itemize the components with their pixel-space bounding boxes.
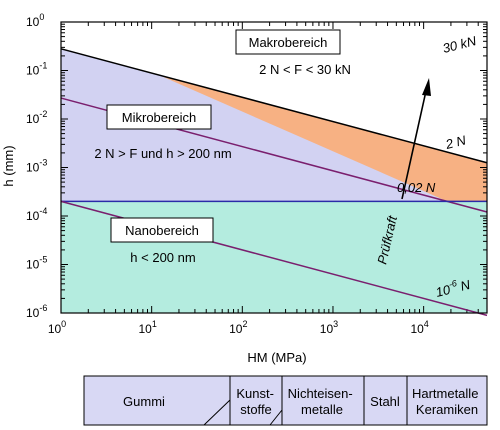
x-tick-label-base: 10 <box>48 322 62 336</box>
x-tick-label: 103 <box>320 319 338 336</box>
x-tick-label-exp: 3 <box>333 319 338 329</box>
material-hartmetalle-line1: Hartmetalle <box>412 386 478 401</box>
region-makro-name: Makrobereich <box>249 35 328 50</box>
material-kunststoffe: Kunst- stoffe <box>236 386 277 417</box>
x-tick-label-exp: 4 <box>424 319 429 329</box>
y-tick-label-base: 10 <box>26 64 40 78</box>
region-nano-condition: h < 200 nm <box>130 250 195 265</box>
material-hartmetalle-keramiken: Hartmetalle Keramiken <box>412 386 482 417</box>
pruefkraft-arrow <box>401 90 427 200</box>
y-tick-label: 10-5 <box>26 255 47 272</box>
material-kunststoffe-line2: stoffe <box>240 402 272 417</box>
region-mikro: Mikrobereich 2 N > F und h > 200 nm <box>94 104 232 161</box>
region-mikro-condition: 2 N > F und h > 200 nm <box>94 146 231 161</box>
materials-bar: Gummi Kunst- stoffe Nichteisen- metalle … <box>83 375 488 426</box>
region-makro-condition: 2 N < F < 30 kN <box>259 62 351 77</box>
y-axis-label: h (mm) <box>1 145 16 186</box>
materials-frame <box>83 375 488 426</box>
y-tick-label: 100 <box>26 12 44 29</box>
x-tick-label-exp: 0 <box>61 319 66 329</box>
x-tick-label-base: 10 <box>229 322 243 336</box>
material-nichteisenmetalle-line2: metalle <box>301 402 343 417</box>
y-tick-label-base: 10 <box>26 306 40 320</box>
y-tick-label-exp: -4 <box>39 206 47 216</box>
material-gummi-line1: Gummi <box>123 394 165 409</box>
x-axis-label: HM (MPa) <box>247 350 306 365</box>
materials-divider-4 <box>269 409 283 426</box>
region-nano-box <box>110 217 214 243</box>
region-mikro-name: Mikrobereich <box>122 110 196 125</box>
y-tick-label-exp: -5 <box>39 255 47 265</box>
pruefkraft-arrowhead <box>422 78 431 96</box>
region-nano: Nanobereich h < 200 nm <box>110 217 214 265</box>
material-nichteisenmetalle: Nichteisen- metalle <box>288 386 357 417</box>
x-tick-labels: 100 101 102 103 104 <box>48 319 429 336</box>
plot-frame <box>60 21 488 314</box>
region-mikro-box <box>106 104 212 130</box>
x-tick-label-base: 10 <box>138 322 152 336</box>
y-tick-label: 10-3 <box>26 158 47 175</box>
line-label-30kn: 30 kN <box>441 33 478 56</box>
y-tick-label-exp: -6 <box>39 303 47 313</box>
line-label-1e-6n-unit: N <box>459 277 472 294</box>
x-tick-label: 102 <box>229 319 247 336</box>
y-tick-label-exp: -1 <box>39 61 47 71</box>
x-tick-label-base: 10 <box>410 322 424 336</box>
y-tick-label-base: 10 <box>26 112 40 126</box>
material-kunststoffe-line1: Kunst- <box>236 386 274 401</box>
y-tick-label: 10-6 <box>26 303 47 320</box>
y-tick-label-exp: -2 <box>39 109 47 119</box>
material-hartmetalle-line2: Keramiken <box>416 402 478 417</box>
y-tick-label-base: 10 <box>26 209 40 223</box>
tick-marks <box>60 21 488 314</box>
x-tick-label-exp: 1 <box>152 319 157 329</box>
y-tick-label-base: 10 <box>26 161 40 175</box>
line-label-002n: 0,02 N <box>397 180 436 195</box>
force-line-30kn <box>60 48 488 164</box>
materials-divider-2 <box>203 399 231 426</box>
line-label-1e-6n-base: 10 <box>434 282 452 300</box>
x-tick-label: 101 <box>138 319 156 336</box>
y-tick-label-exp: -3 <box>39 158 47 168</box>
material-stahl: Stahl <box>370 394 400 409</box>
region-makro-box <box>235 29 341 55</box>
y-tick-label: 10-2 <box>26 109 47 126</box>
material-gummi: Gummi <box>123 394 165 409</box>
y-tick-label-exp: 0 <box>39 12 44 22</box>
material-stahl-line1: Stahl <box>370 394 400 409</box>
x-tick-label: 100 <box>48 319 66 336</box>
x-tick-label-exp: 2 <box>242 319 247 329</box>
region-nano-name: Nanobereich <box>125 223 199 238</box>
material-nichteisenmetalle-line1: Nichteisen- <box>288 386 353 401</box>
y-tick-label: 10-1 <box>26 61 47 78</box>
line-label-1e-6n-exp: -6 <box>448 278 458 290</box>
line-label-2n: 2 N <box>443 132 468 152</box>
region-mikro-fill-band <box>61 48 448 202</box>
y-tick-label: 10-4 <box>26 206 47 223</box>
x-tick-label: 104 <box>410 319 428 336</box>
y-tick-label-base: 10 <box>26 258 40 272</box>
y-tick-label-base: 10 <box>26 15 40 29</box>
x-tick-label-base: 10 <box>320 322 334 336</box>
line-label-1e-6n: 10-6N <box>434 275 473 300</box>
region-makro: Makrobereich 2 N < F < 30 kN <box>235 29 351 77</box>
